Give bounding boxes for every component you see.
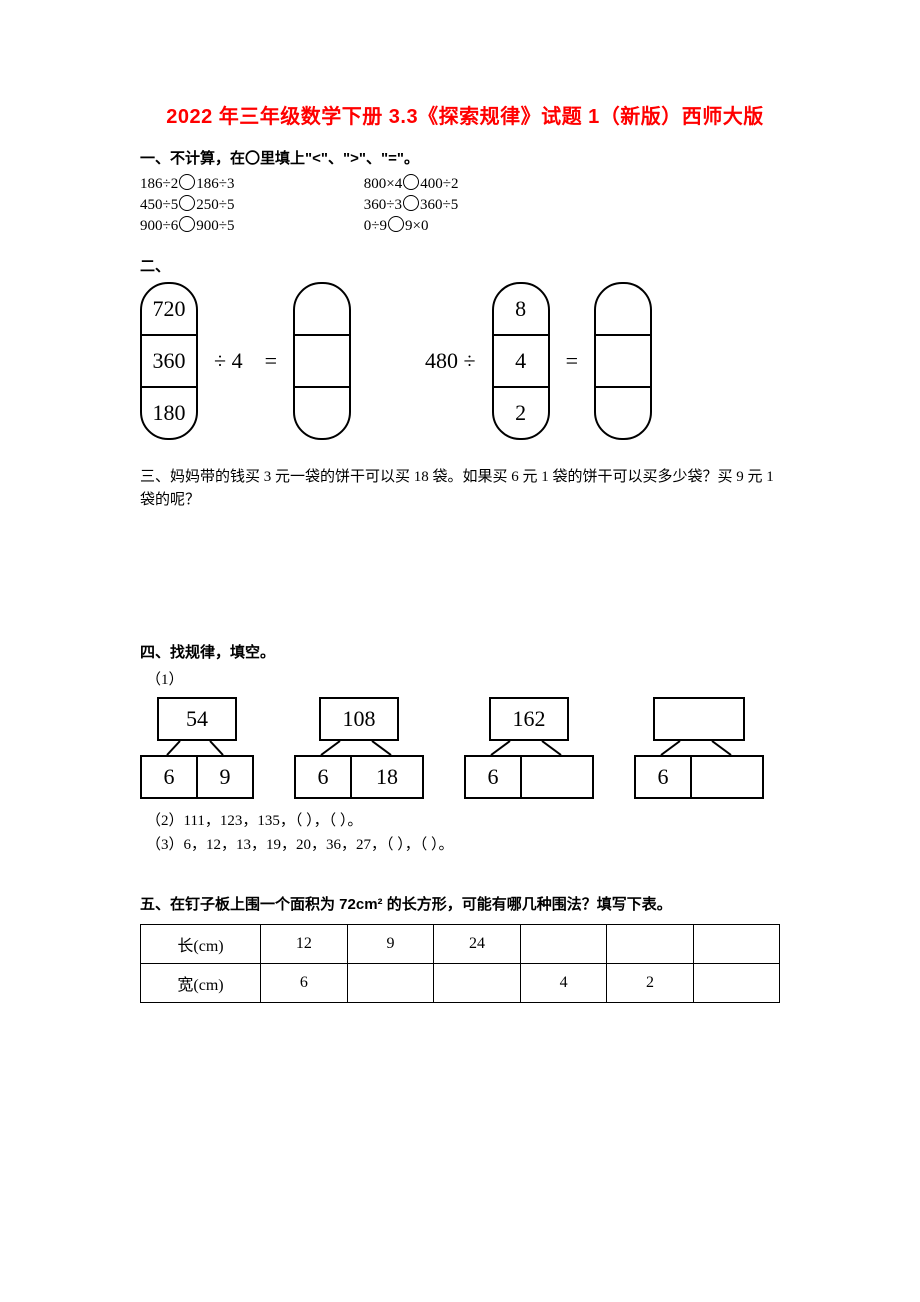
bottom-box-blank[interactable] [692,755,764,799]
expr: 450÷5 [140,197,178,213]
top-box: 108 [319,697,399,741]
page-title: 2022 年三年级数学下册 3.3《探索规律》试题 1（新版）西师大版 [140,100,790,129]
section2-heading: 二、 [140,255,790,276]
table-cell: 4 [520,964,606,1003]
equals: = [259,348,283,374]
pill-mid: 8 4 2 [492,282,550,440]
top-box-blank[interactable] [653,697,745,741]
pill-cell-blank[interactable] [596,334,650,386]
blank-circle[interactable] [403,174,419,190]
blank-circle[interactable] [179,216,195,232]
pill-cell: 8 [494,284,548,334]
comparison-row: 450÷5 250÷5 360÷3 360÷5 [140,195,790,214]
section1-heading: 一、不计算，在〇里填上"<"、">"、"="。 [140,147,790,168]
blank-circle[interactable] [179,174,195,190]
pattern-item: 162 6 [464,697,594,799]
sub1-label: （1） [146,668,790,689]
expr: 186÷3 [196,176,234,192]
section4-heading: 四、找规律，填空。 [140,641,790,662]
pill-blank[interactable] [594,282,652,440]
table-row: 宽(cm) 6 4 2 [141,964,780,1003]
pill-blank[interactable] [293,282,351,440]
section5-heading: 五、在钉子板上围一个面积为 72cm² 的长方形，可能有哪几种围法？填写下表。 [140,893,790,914]
blank-circle[interactable] [403,195,419,211]
operator: ÷ 4 [208,348,249,374]
top-box: 54 [157,697,237,741]
pattern-row: 54 6 9 108 6 18 162 6 [140,697,790,799]
expr: 360÷3 [364,197,402,213]
table-cell-blank[interactable] [347,964,433,1003]
table-cell: 6 [261,964,348,1003]
section3-text: 三、妈妈带的钱买 3 元一袋的饼干可以买 18 袋。如果买 6 元 1 袋的饼干… [140,466,790,511]
connector-icon [140,741,254,755]
expr: 900÷5 [196,218,234,234]
expr: 250÷5 [196,197,234,213]
expr: 800×4 [364,176,402,192]
pill-left: 720 360 180 [140,282,198,440]
connector-icon [464,741,594,755]
sequence-2: （2）111，123，135，（ ），（ ）。 [146,809,790,830]
equals: = [560,348,584,374]
pill-cell: 360 [142,334,196,386]
pill-cell: 720 [142,284,196,334]
pill-cell: 180 [142,386,196,438]
table-cell-blank[interactable] [693,964,779,1003]
pill-cell: 2 [494,386,548,438]
expr: 186÷2 [140,176,178,192]
row-label: 长(cm) [141,925,261,964]
bottom-box: 6 [294,755,352,799]
expr: 0÷9 [364,218,387,234]
connector-icon [294,741,424,755]
bottom-box: 6 [634,755,692,799]
bottom-box: 6 [140,755,198,799]
pill-cell: 4 [494,334,548,386]
connector-icon [634,741,764,755]
table-row: 长(cm) 12 9 24 [141,925,780,964]
row-label: 宽(cm) [141,964,261,1003]
bottom-box-blank[interactable] [522,755,594,799]
dimensions-table: 长(cm) 12 9 24 宽(cm) 6 4 2 [140,924,780,1003]
blank-circle[interactable] [388,216,404,232]
top-box: 162 [489,697,569,741]
pattern-item: 6 [634,697,764,799]
comparison-row: 186÷2 186÷3 800×4 400÷2 [140,174,790,193]
table-cell-blank[interactable] [607,925,693,964]
bottom-box: 18 [352,755,424,799]
pill-cell-blank[interactable] [295,386,349,438]
table-cell: 9 [347,925,433,964]
pill-cell-blank[interactable] [596,284,650,334]
expr: 9×0 [405,218,428,234]
table-cell-blank[interactable] [434,964,521,1003]
expr: 400÷2 [420,176,458,192]
table-cell: 2 [607,964,693,1003]
expr: 360÷5 [420,197,458,213]
pill-cell-blank[interactable] [295,284,349,334]
pill-cell-blank[interactable] [596,386,650,438]
pattern-item: 108 6 18 [294,697,424,799]
pattern-item: 54 6 9 [140,697,254,799]
left-number: 480 ÷ [419,348,482,374]
expr: 900÷6 [140,218,178,234]
bottom-box: 6 [464,755,522,799]
comparison-row: 900÷6 900÷5 0÷9 9×0 [140,216,790,235]
table-cell-blank[interactable] [693,925,779,964]
pill-equation-row: 720 360 180 ÷ 4 = 480 ÷ 8 4 2 = [140,282,790,440]
pill-cell-blank[interactable] [295,334,349,386]
bottom-box: 9 [198,755,254,799]
table-cell: 24 [434,925,521,964]
blank-circle[interactable] [179,195,195,211]
table-cell: 12 [261,925,348,964]
sequence-3: （3）6，12，13，19，20，36，27，（ ），（ ）。 [146,833,790,854]
table-cell-blank[interactable] [520,925,606,964]
